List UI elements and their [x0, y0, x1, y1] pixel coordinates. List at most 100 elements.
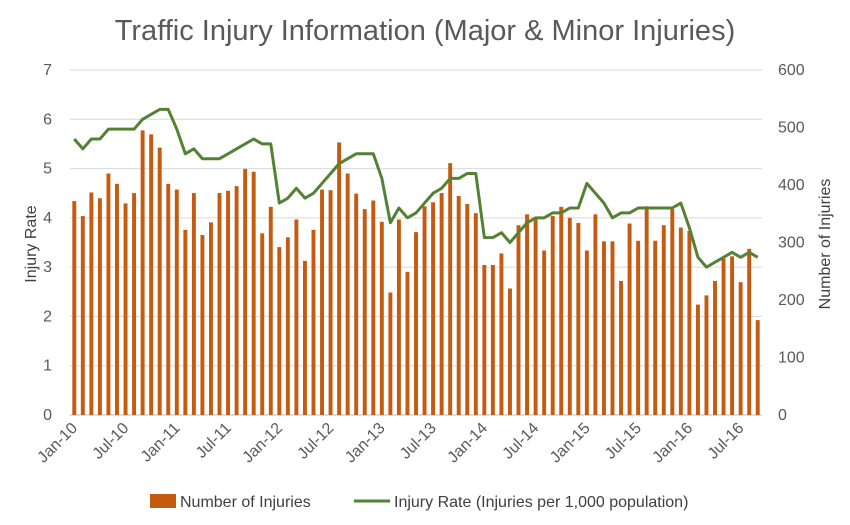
- left-tick-label: 3: [43, 259, 52, 276]
- bar: [97, 198, 102, 415]
- bar: [713, 281, 717, 415]
- bar: [490, 264, 495, 415]
- left-tick-label: 5: [43, 161, 52, 178]
- bar: [482, 264, 487, 415]
- bar: [362, 209, 367, 415]
- bar: [396, 219, 401, 415]
- bar: [268, 206, 273, 415]
- bar: [345, 173, 350, 415]
- bar: [80, 216, 85, 415]
- x-tick-label: Jan-11: [138, 420, 184, 466]
- bar: [508, 288, 512, 415]
- x-tick-label: Jul-12: [295, 420, 338, 463]
- bar: [755, 320, 760, 416]
- left-tick-label: 1: [43, 358, 52, 375]
- bar: [200, 235, 205, 415]
- left-tick-label: 2: [43, 308, 52, 325]
- legend-bar-label: Number of Injuries: [180, 494, 311, 511]
- bar: [183, 229, 188, 415]
- bar: [209, 222, 213, 416]
- y-right-axis-label: Number of Injuries: [817, 179, 834, 310]
- bar: [695, 304, 700, 415]
- right-tick-label: 200: [778, 292, 805, 309]
- bar: [431, 202, 436, 415]
- x-tick-label: Jan-12: [240, 420, 287, 467]
- bar: [499, 253, 504, 415]
- left-tick-label: 0: [43, 407, 52, 424]
- bar: [738, 282, 743, 415]
- bar: [132, 193, 137, 415]
- bar: [747, 248, 752, 415]
- bar: [251, 171, 256, 415]
- bar: [593, 214, 598, 415]
- bar: [72, 201, 77, 415]
- bar: [354, 193, 359, 415]
- bar: [439, 193, 444, 415]
- bar: [653, 240, 658, 415]
- bar: [149, 134, 154, 415]
- bar: [234, 186, 239, 415]
- y-left-axis-label: Injury Rate: [23, 205, 40, 282]
- bar: [379, 221, 384, 415]
- bar: [542, 250, 547, 415]
- left-axis-ticks: 0 1 2 3 4 5 6 7: [43, 62, 52, 424]
- right-tick-label: 300: [778, 235, 805, 252]
- right-tick-label: 500: [778, 120, 805, 137]
- left-tick-label: 7: [43, 62, 52, 79]
- bar: [550, 216, 555, 415]
- x-tick-label: Jan-13: [342, 420, 389, 467]
- bar: [217, 193, 222, 415]
- bar-series: [72, 130, 760, 416]
- bar: [584, 250, 589, 415]
- bar: [89, 192, 94, 415]
- bar: [670, 209, 675, 415]
- x-tick-label: Jul-13: [397, 420, 440, 463]
- bar: [704, 295, 709, 415]
- left-tick-label: 4: [43, 210, 52, 227]
- bar: [157, 147, 162, 416]
- bar: [277, 247, 282, 415]
- bar: [601, 241, 606, 415]
- right-tick-label: 0: [778, 407, 787, 424]
- right-tick-label: 400: [778, 177, 805, 194]
- bar: [243, 168, 248, 415]
- bar: [619, 281, 623, 415]
- x-tick-label: Jul-16: [705, 420, 748, 463]
- bar: [414, 232, 418, 415]
- x-tick-label: Jul-15: [602, 420, 645, 463]
- bar: [610, 241, 615, 415]
- bar: [302, 260, 307, 415]
- x-axis-ticks: Jan-10 Jul-10 Jan-11 Jul-11 Jan-12 Jul-12 Jan-…: [34, 420, 747, 467]
- bar: [567, 217, 572, 415]
- bar: [106, 173, 111, 415]
- bar: [525, 214, 530, 415]
- bar: [644, 206, 649, 415]
- x-tick-label: Jan-16: [650, 420, 697, 467]
- bar: [140, 130, 145, 416]
- x-tick-label: Jan-10: [34, 420, 81, 467]
- bar: [115, 183, 119, 415]
- bar: [627, 223, 632, 415]
- bar: [285, 237, 290, 415]
- bar: [311, 229, 316, 415]
- bar: [174, 189, 179, 415]
- bar: [422, 206, 427, 415]
- left-tick-label: 6: [43, 111, 52, 128]
- bar: [123, 203, 128, 415]
- bar: [636, 240, 641, 415]
- bar: [320, 189, 324, 415]
- x-tick-label: Jan-15: [547, 420, 594, 467]
- bar: [294, 219, 299, 415]
- right-tick-label: 600: [778, 62, 805, 79]
- bar: [730, 256, 735, 415]
- bar: [166, 183, 171, 415]
- bar: [516, 225, 521, 415]
- x-tick-label: Jul-11: [193, 420, 235, 462]
- bar: [260, 233, 265, 415]
- bar: [405, 271, 410, 415]
- legend: Number of Injuries Injury Rate (Injuries…: [150, 494, 688, 511]
- right-tick-label: 100: [778, 350, 805, 367]
- legend-line-label: Injury Rate (Injuries per 1,000 populati…: [394, 494, 688, 511]
